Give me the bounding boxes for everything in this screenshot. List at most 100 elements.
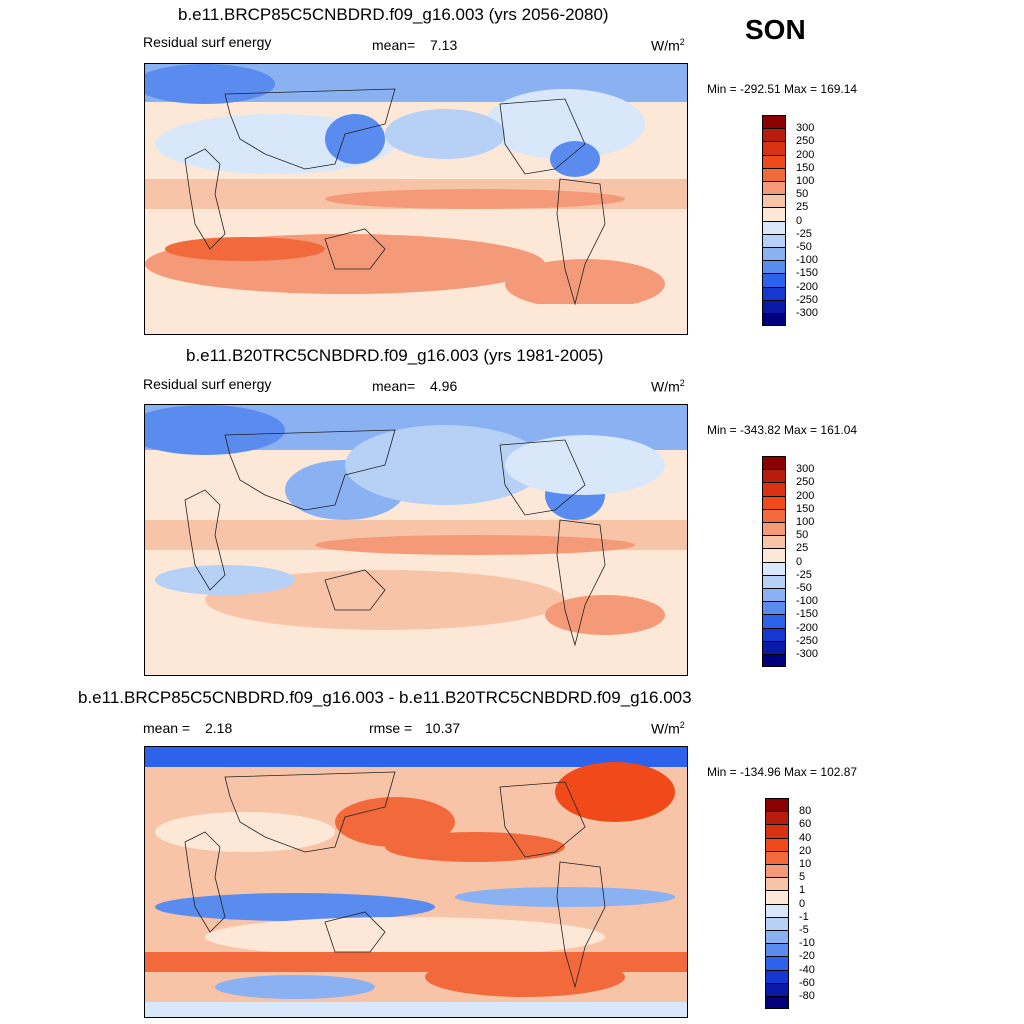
colorbar-tick-label: 0	[796, 214, 803, 227]
colorbar-swatch	[762, 194, 786, 208]
colorbar-tick-label: -200	[796, 280, 819, 293]
colorbar-swatch	[765, 996, 789, 1010]
colorbar-tick-label: 150	[796, 161, 815, 174]
colorbar-tick-label: 250	[796, 476, 815, 489]
colorbar-swatch	[762, 456, 786, 470]
colorbar-tick-label: -10	[799, 937, 815, 950]
colorbar-tick-label: -300	[796, 648, 819, 660]
colorbar-swatch	[765, 811, 789, 825]
colorbar-tick-label: 25	[796, 201, 809, 214]
colorbar-swatch	[762, 115, 786, 129]
colorbar-tick-label: 50	[796, 188, 809, 201]
colorbar-tick-label: -25	[796, 568, 812, 581]
colorbar-swatch	[762, 548, 786, 562]
coastline	[224, 88, 396, 170]
colorbar-swatch	[762, 561, 786, 575]
colorbar-tick-label: -20	[799, 950, 815, 963]
colorbar-swatch	[762, 207, 786, 221]
coastline	[556, 519, 606, 647]
colorbar-swatch	[762, 128, 786, 142]
colorbar-swatch	[762, 233, 786, 247]
colorbar-tick-label: -150	[796, 267, 819, 280]
colorbar-swatch	[762, 588, 786, 602]
panel2-mean-value: 4.96	[430, 378, 458, 394]
coastline	[499, 98, 586, 175]
coastline	[556, 861, 606, 989]
coastline	[556, 178, 606, 306]
panel1-minmax: Min = -292.51 Max = 169.14	[707, 82, 858, 96]
coastline	[499, 439, 586, 516]
colorbar-swatch	[762, 313, 786, 327]
season-label: SON	[745, 14, 806, 45]
panel1-mean-label: mean=	[372, 37, 416, 53]
colorbar-swatch	[762, 299, 786, 313]
colorbar-tick-label: 50	[796, 529, 809, 542]
colorbar-tick-label: 80	[799, 805, 812, 818]
coastline	[324, 228, 386, 270]
coastline	[224, 771, 396, 853]
coastline	[499, 781, 586, 858]
colorbar-tick-label: 300	[796, 463, 815, 476]
panel1-title: b.e11.BRCP85C5CNBDRD.f09_g16.003 (yrs 20…	[178, 5, 609, 24]
colorbar-swatch	[762, 640, 786, 654]
colorbar-tick-label: 1	[799, 884, 806, 897]
colorbar-swatch	[765, 969, 789, 983]
colorbar-swatch	[765, 877, 789, 891]
colorbar-tick-label: -60	[799, 976, 815, 989]
colorbar-swatch	[762, 469, 786, 483]
colorbar-tick-label: -250	[796, 293, 819, 306]
panel2-title: b.e11.B20TRC5CNBDRD.f09_g16.003 (yrs 198…	[186, 346, 604, 365]
colorbar-swatch	[765, 943, 789, 957]
panel2-minmax: Min = -343.82 Max = 161.04	[707, 423, 858, 437]
colorbar-tick-label: -100	[796, 595, 819, 608]
panel3-mean-value: 2.18	[205, 720, 233, 736]
colorbar-swatch	[762, 627, 786, 641]
colorbar-swatch	[762, 482, 786, 496]
colorbar-swatch	[765, 916, 789, 930]
colorbar-tick-label: 5	[799, 871, 806, 884]
coastline	[324, 911, 386, 953]
colorbar-tick-label: -50	[796, 582, 812, 594]
colorbar-swatch	[762, 614, 786, 628]
colorbar-swatch	[765, 982, 789, 996]
panel2-map	[144, 404, 688, 676]
colorbar-tick-label: 40	[799, 831, 812, 844]
colorbar-tick-label: -300	[796, 307, 819, 319]
colorbar-tick-label: -100	[796, 254, 819, 267]
colorbar-swatch	[762, 273, 786, 287]
coastline	[324, 569, 386, 611]
colorbar-tick-label: 300	[796, 122, 815, 135]
colorbar-swatch	[762, 167, 786, 181]
panel3-minmax: Min = -134.96 Max = 102.87	[707, 765, 858, 779]
panel3-units: W/m2	[651, 720, 685, 737]
panel1-mean-value: 7.13	[430, 37, 458, 53]
colorbar-tick-label: 60	[799, 818, 812, 831]
colorbar-swatch	[765, 930, 789, 944]
colorbar-tick-label: 200	[796, 148, 815, 161]
colorbar-swatch	[765, 850, 789, 864]
colorbar-tick-label: 250	[796, 135, 815, 148]
colorbar-swatch	[765, 903, 789, 917]
colorbar-swatch	[765, 956, 789, 970]
panel1-map	[144, 63, 688, 335]
panel2-units: W/m2	[651, 378, 685, 395]
panel3-title: b.e11.BRCP85C5CNBDRD.f09_g16.003 - b.e11…	[78, 688, 692, 707]
colorbar-tick-label: -5	[799, 924, 809, 936]
colorbar-swatch	[762, 247, 786, 261]
coastline	[184, 489, 226, 591]
colorbar-swatch	[765, 837, 789, 851]
colorbar-swatch	[762, 141, 786, 155]
colorbar-swatch	[765, 890, 789, 904]
colorbar-swatch	[762, 601, 786, 615]
colorbar-swatch	[762, 154, 786, 168]
colorbar-tick-label: 100	[796, 516, 815, 528]
colorbar-swatch	[762, 220, 786, 234]
colorbar-swatch	[762, 574, 786, 588]
colorbar-tick-label: 100	[796, 175, 815, 187]
colorbar-swatch	[762, 286, 786, 300]
coastline	[184, 831, 226, 933]
colorbar-tick-label: 0	[799, 897, 806, 910]
panel2-mean-label: mean=	[372, 378, 416, 394]
panel1-variable-label: Residual surf energy	[143, 34, 272, 50]
colorbar-swatch	[762, 654, 786, 668]
